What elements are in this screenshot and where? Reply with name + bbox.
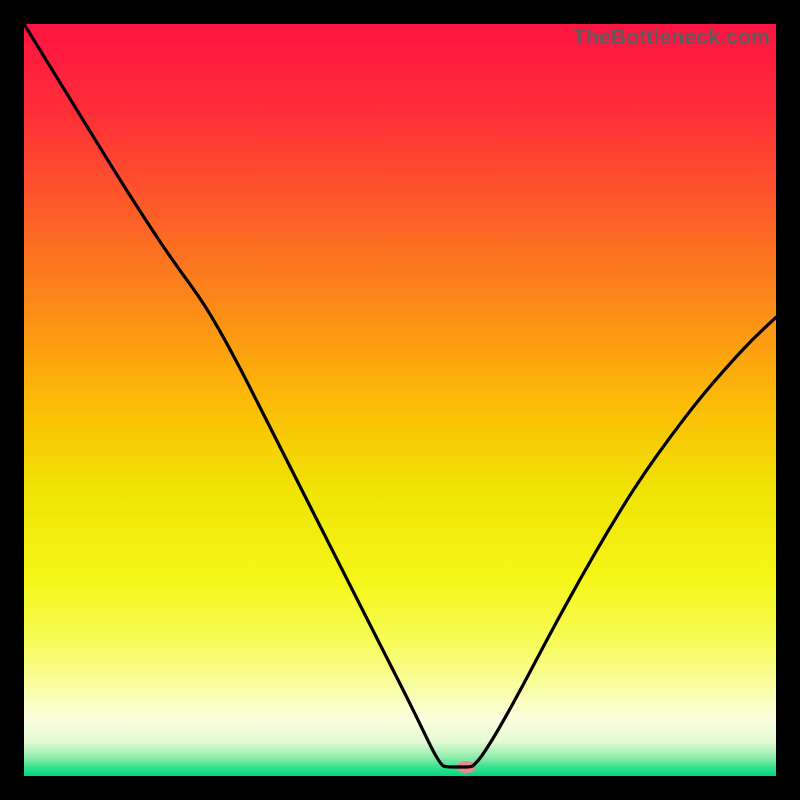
- chart-frame: TheBottleneck.com: [0, 0, 800, 800]
- gradient-background: [24, 24, 776, 776]
- watermark-label: TheBottleneck.com: [573, 26, 770, 50]
- plot-area: TheBottleneck.com: [24, 24, 776, 776]
- chart-svg: [24, 24, 776, 776]
